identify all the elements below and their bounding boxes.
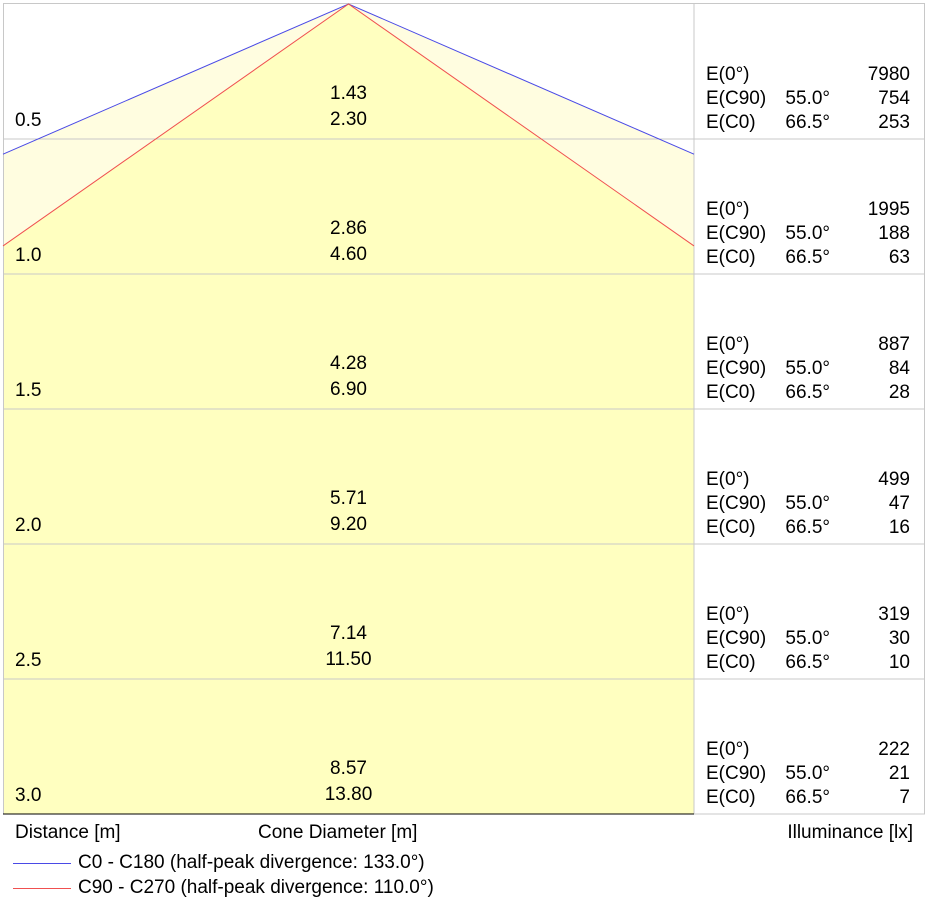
illuminance-axis-title: Illuminance [lx]	[787, 822, 913, 843]
cone-diameter-c90: 7.14	[330, 623, 367, 644]
legend-label-c0-c180: C0 - C180 (half-peak divergence: 133.0°)	[78, 852, 425, 873]
cone-diameter-c0: 13.80	[325, 784, 373, 805]
cone-diameter-c0: 4.60	[330, 244, 367, 265]
ec0-label: E(C0)	[706, 652, 756, 673]
legend-entry-c90-c270: C90 - C270 (half-peak divergence: 110.0°…	[13, 877, 434, 899]
ec0-value: 10	[889, 652, 910, 673]
ec90-angle: 55.0°	[785, 358, 830, 379]
legend-swatch-c0-c180	[13, 862, 71, 864]
ec0-value: 28	[889, 382, 910, 403]
ec90-angle: 55.0°	[785, 223, 830, 244]
cone-diameter-axis-title: Cone Diameter [m]	[258, 822, 418, 843]
cone-diameter-c90: 2.86	[330, 218, 367, 239]
ec0-value: 7	[899, 787, 910, 808]
ec90-angle: 55.0°	[785, 763, 830, 784]
e0-value: 7980	[868, 64, 910, 85]
cone-diameter-c90: 8.57	[330, 758, 367, 779]
ec0-value: 253	[878, 112, 910, 133]
distance-label: 3.0	[15, 785, 41, 806]
legend-entry-c0-c180: C0 - C180 (half-peak divergence: 133.0°)	[13, 852, 425, 874]
ec0-label: E(C0)	[706, 247, 756, 268]
cone-diameter-c0: 2.30	[330, 109, 367, 130]
ec0-angle: 66.5°	[785, 382, 830, 403]
e0-label: E(0°)	[706, 199, 750, 220]
ec0-value: 16	[889, 517, 910, 538]
ec0-label: E(C0)	[706, 787, 756, 808]
ec0-angle: 66.5°	[785, 787, 830, 808]
ec90-label: E(C90)	[706, 763, 766, 784]
legend-swatch-c90-c270	[13, 887, 71, 889]
e0-value: 499	[878, 469, 910, 490]
ec90-label: E(C90)	[706, 358, 766, 379]
cone-diameter-c90: 5.71	[330, 488, 367, 509]
ec0-label: E(C0)	[706, 382, 756, 403]
ec90-label: E(C90)	[706, 88, 766, 109]
ec0-value: 63	[889, 247, 910, 268]
legend-label-c90-c270: C90 - C270 (half-peak divergence: 110.0°…	[78, 877, 434, 898]
ec90-angle: 55.0°	[785, 628, 830, 649]
e0-label: E(0°)	[706, 469, 750, 490]
label-layer: 0.5 1.43 2.30 E(0°) 7980 E(C90) 55.0° 754 E(C0) 6…	[15, 64, 910, 808]
ec90-label: E(C90)	[706, 493, 766, 514]
e0-label: E(0°)	[706, 739, 750, 760]
ec0-angle: 66.5°	[785, 247, 830, 268]
distance-label: 2.5	[15, 650, 41, 671]
ec90-value: 754	[878, 88, 910, 109]
ec0-label: E(C0)	[706, 112, 756, 133]
ec90-value: 188	[878, 223, 910, 244]
ec90-angle: 55.0°	[785, 88, 830, 109]
e0-label: E(0°)	[706, 604, 750, 625]
cone-diameter-c0: 6.90	[330, 379, 367, 400]
e0-value: 222	[878, 739, 910, 760]
ec0-angle: 66.5°	[785, 652, 830, 673]
e0-label: E(0°)	[706, 64, 750, 85]
distance-axis-title: Distance [m]	[15, 822, 121, 843]
cone-diameter-c90: 4.28	[330, 353, 367, 374]
cone-diameter-c90: 1.43	[330, 83, 367, 104]
e0-value: 887	[878, 334, 910, 355]
ec90-label: E(C90)	[706, 223, 766, 244]
cone-line-c90-c270	[2, 3, 695, 247]
ec0-angle: 66.5°	[785, 517, 830, 538]
ec90-value: 21	[889, 763, 910, 784]
ec90-label: E(C90)	[706, 628, 766, 649]
distance-label: 2.0	[15, 515, 41, 536]
ec0-angle: 66.5°	[785, 112, 830, 133]
distance-label: 1.5	[15, 380, 41, 401]
grid-layer	[3, 3, 925, 815]
e0-value: 1995	[868, 199, 910, 220]
distance-label: 1.0	[15, 245, 41, 266]
cone-diameter-c0: 11.50	[325, 649, 371, 670]
cone-diameter-c0: 9.20	[330, 514, 367, 535]
distance-label: 0.5	[15, 110, 41, 131]
ec90-angle: 55.0°	[785, 493, 830, 514]
e0-label: E(0°)	[706, 334, 750, 355]
ec90-value: 30	[889, 628, 910, 649]
ec90-value: 47	[889, 493, 910, 514]
ec90-value: 84	[889, 358, 911, 379]
e0-value: 319	[878, 604, 910, 625]
cone-lines-layer	[2, 3, 695, 247]
ec0-label: E(C0)	[706, 517, 756, 538]
